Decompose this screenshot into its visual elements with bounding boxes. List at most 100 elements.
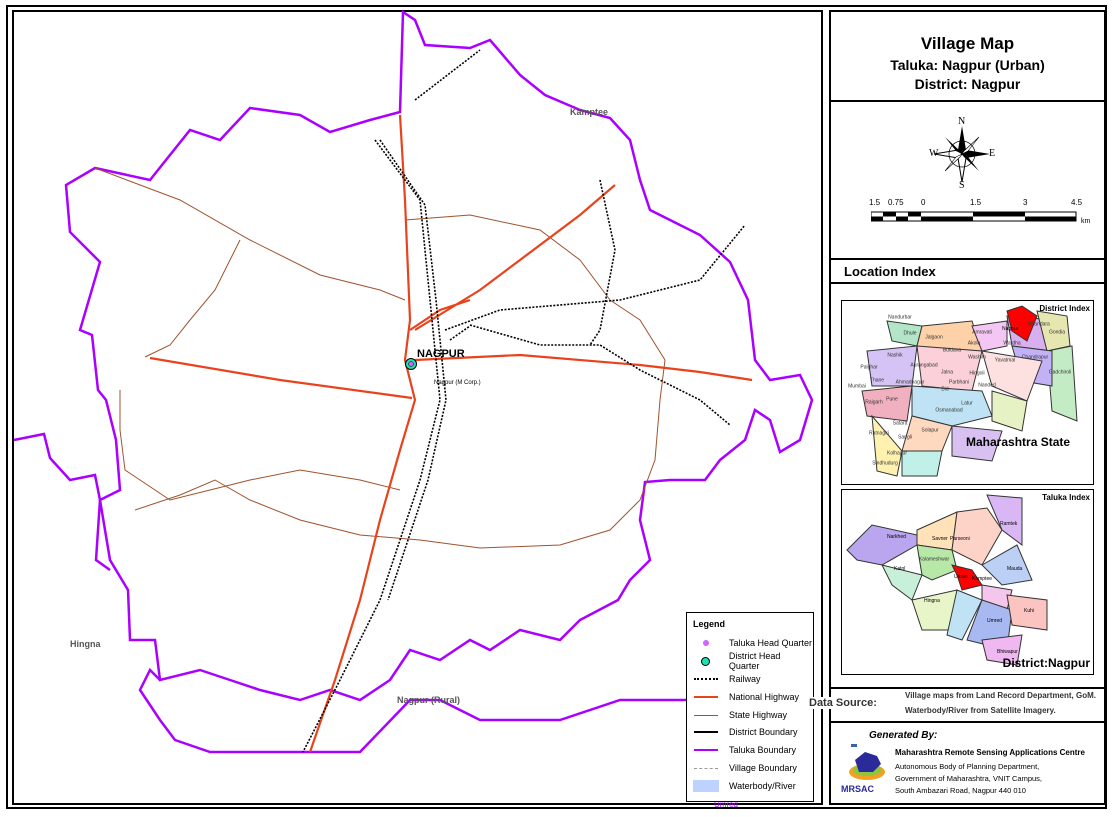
data-source-line2: Waterbody/River from Satellite Imagery. bbox=[905, 706, 1056, 715]
state-highway-line-icon bbox=[694, 714, 718, 716]
compass-n: N bbox=[958, 116, 966, 127]
district-title: District: Nagpur bbox=[914, 76, 1021, 92]
legend-item: Taluka Head Quarter bbox=[691, 636, 812, 650]
hq-label: NAGPUR bbox=[417, 348, 465, 360]
taluka-title: Taluka: Nagpur (Urban) bbox=[890, 57, 1045, 73]
village-label: Nagpur (M Corp.) bbox=[434, 380, 481, 386]
district-index-label: District Index bbox=[1039, 304, 1090, 313]
svg-text:Savner: Savner bbox=[932, 536, 948, 542]
compass-rose-icon bbox=[933, 126, 990, 183]
svg-text:Urban: Urban bbox=[954, 574, 968, 580]
district-label: Solapur bbox=[921, 427, 939, 434]
legend-label: National Highway bbox=[729, 692, 800, 702]
scale-tick: 0 bbox=[921, 198, 926, 207]
district-label: Ratnagiri bbox=[868, 430, 890, 437]
legend-label: Railway bbox=[729, 674, 761, 684]
neighbor-label-nagpur-rural: Nagpur (Rural) bbox=[397, 695, 460, 705]
map-canvas[interactable] bbox=[12, 10, 823, 805]
taluka-hq-dot-icon bbox=[703, 640, 709, 646]
railway-line-icon bbox=[694, 678, 718, 680]
district-label: Amravati bbox=[972, 329, 992, 336]
svg-text:Katol: Katol bbox=[894, 566, 905, 572]
district-label: Ahmadnagar bbox=[895, 379, 925, 386]
legend-label: District Head Quarter bbox=[728, 651, 781, 671]
district-label: Dhule bbox=[903, 330, 917, 337]
scale-tick: 1.5 bbox=[869, 198, 881, 207]
district-label: Chandrapur bbox=[1021, 354, 1049, 361]
data-source-label: Data Source: bbox=[807, 697, 879, 709]
district-label: Gondia bbox=[1048, 329, 1066, 336]
svg-text:Narkhed: Narkhed bbox=[887, 534, 906, 540]
district-label: Hingoli bbox=[969, 370, 985, 377]
legend-label: District Boundary bbox=[729, 727, 798, 737]
neighbor-label-umred: Umred bbox=[714, 800, 739, 809]
district-label: Washim bbox=[968, 354, 986, 361]
mrsac-logo-text: MRSAC bbox=[841, 784, 874, 794]
legend-item: Railway bbox=[691, 672, 761, 686]
svg-text:Mauda: Mauda bbox=[1007, 566, 1023, 572]
compass-w: W bbox=[929, 148, 939, 159]
district-label: Jalgaon bbox=[925, 334, 943, 341]
scale-tick: 1.5 bbox=[970, 198, 982, 207]
legend-item: National Highway bbox=[691, 690, 799, 704]
district-label: Mumbai bbox=[848, 383, 866, 390]
district-label: Thane bbox=[869, 377, 885, 384]
neighbor-label-kamptee: Kamptee bbox=[570, 107, 609, 117]
district-label: Nandurbar bbox=[888, 314, 912, 321]
svg-text:Kuhi: Kuhi bbox=[1024, 608, 1034, 614]
district-label: Yavatmal bbox=[994, 357, 1016, 364]
legend-label: Village Boundary bbox=[729, 763, 797, 773]
svg-text:Umred: Umred bbox=[987, 618, 1002, 624]
svg-text:Parseoni: Parseoni bbox=[950, 536, 970, 542]
org-line1: Autonomous Body of Planning Department, bbox=[895, 762, 1040, 771]
district-hq-icon bbox=[701, 656, 711, 666]
district-label: Nanded bbox=[978, 382, 996, 389]
national-highways bbox=[149, 114, 753, 753]
map-frame bbox=[6, 5, 1107, 809]
neighbor-label-hingna: Hingna bbox=[70, 639, 101, 649]
district-label: Latur bbox=[961, 400, 973, 407]
national-highway-line-icon bbox=[694, 696, 718, 698]
waterbody-swatch-icon bbox=[693, 780, 719, 792]
railways bbox=[302, 49, 746, 753]
legend-item: District Head Quarter bbox=[691, 651, 813, 671]
generated-by-label: Generated By: bbox=[869, 730, 938, 741]
district-label: Buldana bbox=[942, 347, 962, 354]
district-label: Wardha bbox=[1003, 340, 1021, 347]
org-line2: Government of Maharashtra, VNIT Campus, bbox=[895, 774, 1043, 783]
legend-title: Legend bbox=[693, 619, 726, 629]
data-source-line1: Village maps from Land Record Department… bbox=[905, 691, 1096, 700]
main-map-panel[interactable]: NAGPUR Nagpur (M Corp.) Kamptee Hingna N… bbox=[12, 10, 823, 809]
taluka-index-map[interactable]: Narkhed Savner Ramtek Parseoni Katol Kampte… bbox=[841, 489, 1094, 675]
taluka-boundary-south bbox=[138, 667, 727, 803]
district-label: Bid bbox=[941, 386, 949, 393]
compass-e: E bbox=[989, 148, 996, 159]
scale-unit: km bbox=[1081, 218, 1091, 225]
district-label: Osmanabad bbox=[935, 407, 963, 414]
svg-text:Hingna: Hingna bbox=[924, 598, 940, 604]
info-panel: Village Map Taluka: Nagpur (Urban) Distr… bbox=[807, 10, 1106, 805]
district-label: Akola bbox=[967, 340, 981, 347]
legend-label: Taluka Boundary bbox=[729, 745, 797, 755]
district-index-caption: Maharashtra State bbox=[966, 435, 1071, 449]
svg-text:Kamptee: Kamptee bbox=[972, 576, 992, 582]
district-label: Pune bbox=[886, 396, 898, 403]
svg-text:Ramtek: Ramtek bbox=[1000, 521, 1018, 527]
org-name: Maharashtra Remote Sensing Applications … bbox=[895, 748, 1085, 757]
compass-s: S bbox=[959, 180, 965, 191]
district-label: Gadchiroli bbox=[1048, 369, 1072, 376]
state-highways bbox=[94, 167, 666, 549]
legend-label: Taluka Head Quarter bbox=[729, 638, 813, 648]
taluka-boundary-line-icon bbox=[694, 749, 718, 751]
district-label: Sindhudurg bbox=[872, 460, 898, 467]
scale-tick: 0.75 bbox=[888, 198, 904, 207]
location-index-heading: Location Index bbox=[844, 264, 936, 279]
district-label: Palghar bbox=[860, 364, 878, 371]
taluka-boundary-west bbox=[13, 432, 111, 572]
district-index-map[interactable]: Nagpur Nandurbar Dhule Jalgaon Amravati … bbox=[841, 300, 1094, 485]
legend-item: Waterbody/River bbox=[691, 779, 796, 793]
district-label: Jalna bbox=[941, 369, 953, 376]
legend-item: Village Boundary bbox=[691, 761, 797, 775]
village-boundary-line-icon bbox=[694, 767, 718, 769]
taluka-hq-symbol bbox=[408, 361, 414, 367]
